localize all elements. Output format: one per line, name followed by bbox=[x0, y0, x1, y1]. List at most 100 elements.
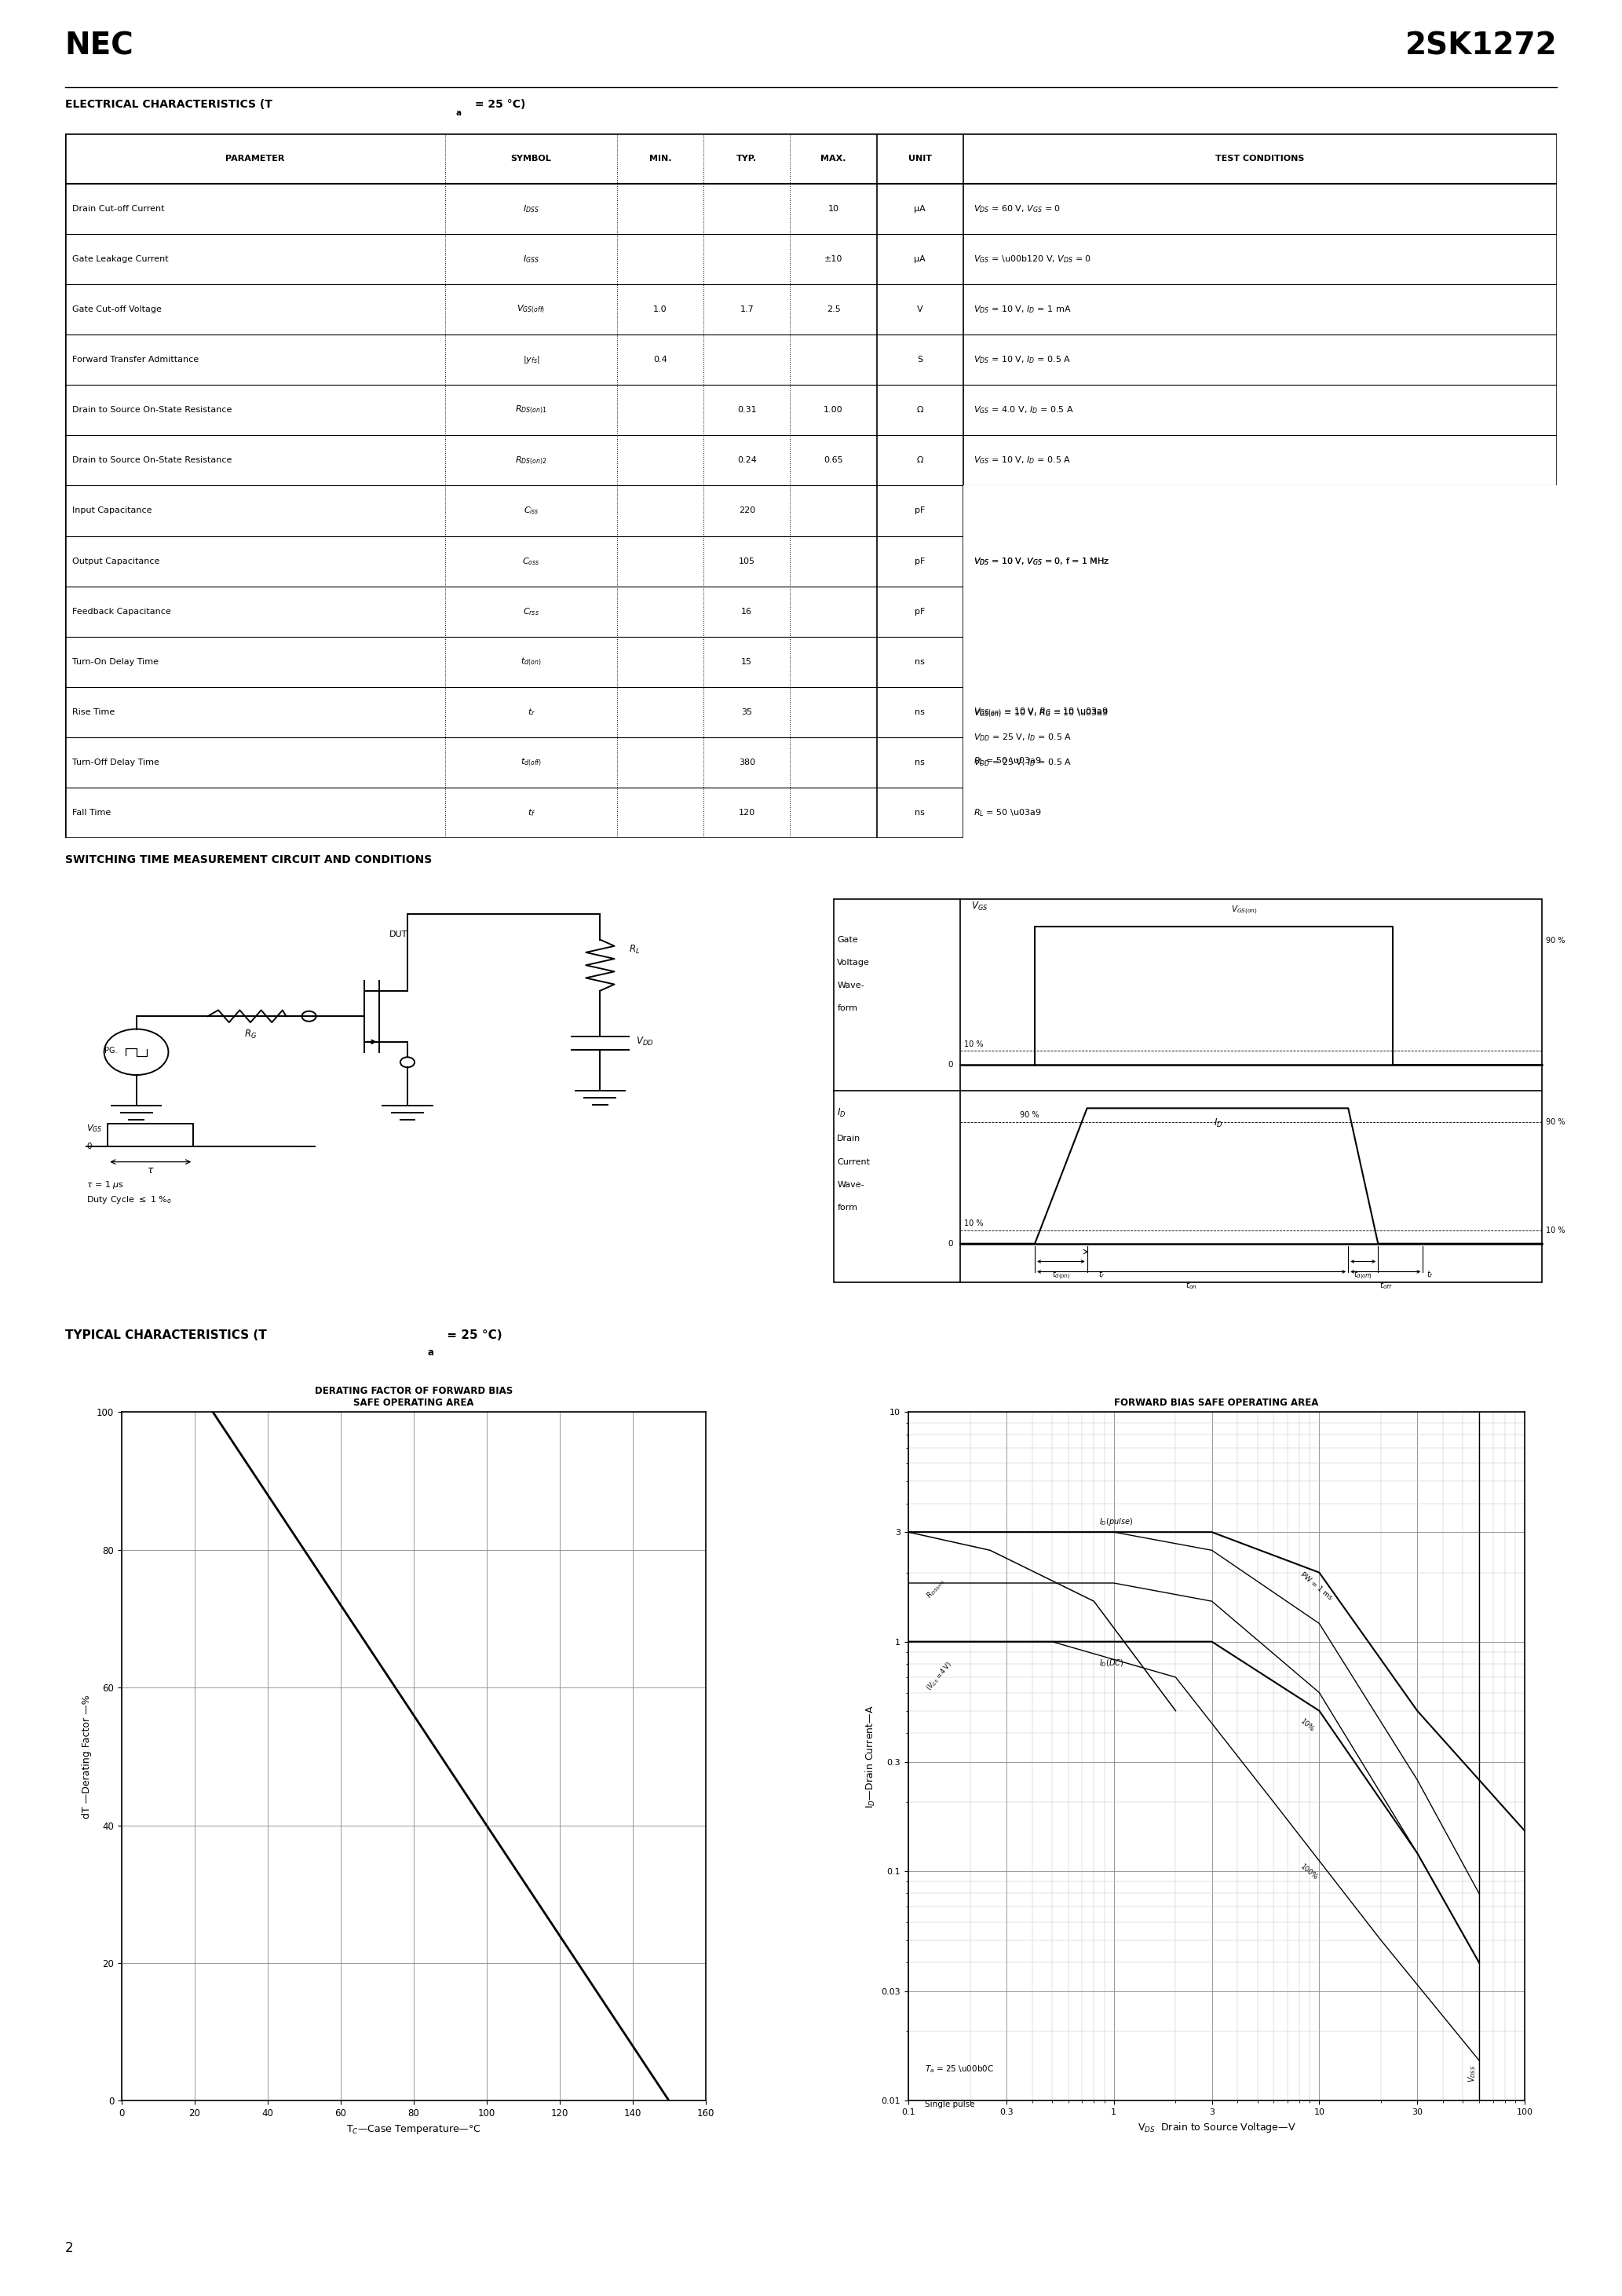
Text: $t_{d(on)}$: $t_{d(on)}$ bbox=[1051, 1270, 1071, 1281]
Text: = 25 °C): = 25 °C) bbox=[443, 1329, 501, 1341]
Text: 90 %: 90 % bbox=[1546, 1118, 1565, 1125]
Text: PARAMETER: PARAMETER bbox=[225, 154, 285, 163]
Text: $t_{off}$: $t_{off}$ bbox=[1379, 1281, 1392, 1290]
Text: $V_{GS(on)}$ = 10 V, $R_G$ = 10 \u03a9: $V_{GS(on)}$ = 10 V, $R_G$ = 10 \u03a9 bbox=[973, 707, 1108, 719]
Text: 120: 120 bbox=[738, 808, 756, 817]
Text: 1.7: 1.7 bbox=[740, 305, 754, 312]
Text: a: a bbox=[456, 110, 461, 117]
Text: μA: μA bbox=[915, 204, 926, 214]
Text: $t_f$: $t_f$ bbox=[1427, 1270, 1434, 1279]
Text: Fall Time: Fall Time bbox=[73, 808, 110, 817]
Text: Drain: Drain bbox=[837, 1134, 861, 1143]
Text: $\tau$: $\tau$ bbox=[146, 1166, 154, 1176]
Text: 90 %: 90 % bbox=[1020, 1111, 1040, 1118]
Text: 0: 0 bbox=[947, 1061, 952, 1068]
Text: Voltage: Voltage bbox=[837, 960, 869, 967]
Text: ns: ns bbox=[915, 659, 925, 666]
Text: pF: pF bbox=[915, 507, 925, 514]
Text: Turn-Off Delay Time: Turn-Off Delay Time bbox=[73, 758, 159, 767]
Text: $I_D(pulse)$: $I_D(pulse)$ bbox=[1100, 1515, 1134, 1527]
Text: Current: Current bbox=[837, 1157, 869, 1166]
Text: $V_{DS}$ = 60 V, $V_{GS}$ = 0: $V_{DS}$ = 60 V, $V_{GS}$ = 0 bbox=[973, 204, 1061, 214]
Text: 10 %: 10 % bbox=[1546, 1226, 1565, 1233]
Text: 0: 0 bbox=[947, 1240, 952, 1247]
Text: $t_{d(on)}$: $t_{d(on)}$ bbox=[521, 657, 542, 668]
Text: $V_{DS}$ = 10 V, $I_D$ = 1 mA: $V_{DS}$ = 10 V, $I_D$ = 1 mA bbox=[973, 303, 1072, 315]
Text: pF: pF bbox=[915, 558, 925, 565]
Text: Output Capacitance: Output Capacitance bbox=[73, 558, 161, 565]
Text: = 25 °C): = 25 °C) bbox=[470, 99, 526, 110]
Text: $(V_{GS}=4\,\mathrm{V})$: $(V_{GS}=4\,\mathrm{V})$ bbox=[925, 1660, 955, 1692]
Text: form: form bbox=[837, 1006, 858, 1013]
Text: $R_{DS(on)}$: $R_{DS(on)}$ bbox=[925, 1577, 947, 1600]
Text: $\tau$ = 1 $\mu$s: $\tau$ = 1 $\mu$s bbox=[86, 1180, 123, 1189]
Text: 10 %: 10 % bbox=[963, 1040, 983, 1049]
Text: $T_a$ = 25 \u00b0C: $T_a$ = 25 \u00b0C bbox=[925, 2064, 994, 2076]
Text: TYP.: TYP. bbox=[736, 154, 757, 163]
Text: 0.24: 0.24 bbox=[736, 457, 756, 464]
Text: 16: 16 bbox=[741, 608, 753, 615]
Text: Gate Leakage Current: Gate Leakage Current bbox=[73, 255, 169, 264]
Text: ns: ns bbox=[915, 707, 925, 716]
Text: Duty Cycle $\leq$ 1 %$_o$: Duty Cycle $\leq$ 1 %$_o$ bbox=[86, 1194, 172, 1205]
Y-axis label: dT —Derating Factor —%: dT —Derating Factor —% bbox=[83, 1694, 92, 1818]
Text: $V_{DSS}$: $V_{DSS}$ bbox=[1466, 2064, 1478, 2082]
Text: $V_{GS(on)}$ = 10 V, $R_G$ = 10 \u03a9: $V_{GS(on)}$ = 10 V, $R_G$ = 10 \u03a9 bbox=[973, 707, 1108, 719]
Bar bbox=[963, 636, 1557, 838]
X-axis label: V$_{DS}$  Drain to Source Voltage—V: V$_{DS}$ Drain to Source Voltage—V bbox=[1137, 2122, 1296, 2133]
Text: $t_r$: $t_r$ bbox=[1098, 1270, 1105, 1279]
Text: ELECTRICAL CHARACTERISTICS (T: ELECTRICAL CHARACTERISTICS (T bbox=[65, 99, 272, 110]
Text: $V_{DS}$ = 10 V, $V_{GS}$ = 0, f = 1 MHz: $V_{DS}$ = 10 V, $V_{GS}$ = 0, f = 1 MHz bbox=[973, 556, 1109, 567]
Text: Wave-: Wave- bbox=[837, 1180, 865, 1189]
Text: $V_{GS}$: $V_{GS}$ bbox=[86, 1123, 102, 1134]
Text: Drain Cut-off Current: Drain Cut-off Current bbox=[73, 204, 164, 214]
Text: 10 %: 10 % bbox=[963, 1219, 983, 1228]
Y-axis label: I$_D$—Drain Current—A: I$_D$—Drain Current—A bbox=[865, 1704, 878, 1809]
Text: $|y_{fs}|$: $|y_{fs}|$ bbox=[522, 354, 540, 365]
Text: $V_{GS(off)}$: $V_{GS(off)}$ bbox=[517, 303, 545, 315]
Title: FORWARD BIAS SAFE OPERATING AREA: FORWARD BIAS SAFE OPERATING AREA bbox=[1114, 1398, 1319, 1407]
Text: ns: ns bbox=[915, 808, 925, 817]
Text: 105: 105 bbox=[738, 558, 756, 565]
Text: 380: 380 bbox=[738, 758, 756, 767]
Text: $V_{GS}$ = \u00b120 V, $V_{DS}$ = 0: $V_{GS}$ = \u00b120 V, $V_{DS}$ = 0 bbox=[973, 253, 1092, 264]
Text: PW = 1 ms: PW = 1 ms bbox=[1299, 1570, 1333, 1600]
Text: $V_{DD}$ = 25 V, $I_D$ = 0.5 A: $V_{DD}$ = 25 V, $I_D$ = 0.5 A bbox=[973, 732, 1072, 744]
Text: Drain to Source On-State Resistance: Drain to Source On-State Resistance bbox=[73, 457, 232, 464]
Text: Wave-: Wave- bbox=[837, 983, 865, 990]
Text: Forward Transfer Admittance: Forward Transfer Admittance bbox=[73, 356, 200, 363]
Text: 90 %: 90 % bbox=[1546, 937, 1565, 944]
Text: Feedback Capacitance: Feedback Capacitance bbox=[73, 608, 170, 615]
Text: ns: ns bbox=[915, 758, 925, 767]
Text: TEST CONDITIONS: TEST CONDITIONS bbox=[1215, 154, 1304, 163]
Text: 2.5: 2.5 bbox=[827, 305, 840, 312]
Text: pF: pF bbox=[915, 608, 925, 615]
Text: S: S bbox=[916, 356, 923, 363]
Text: 0.31: 0.31 bbox=[736, 406, 756, 413]
Text: $I_{DSS}$: $I_{DSS}$ bbox=[522, 204, 540, 214]
Text: $R_{DS(on)1}$: $R_{DS(on)1}$ bbox=[516, 404, 547, 416]
Text: $R_L$ = 50 \u03a9: $R_L$ = 50 \u03a9 bbox=[973, 808, 1041, 817]
Text: Input Capacitance: Input Capacitance bbox=[73, 507, 152, 514]
Text: $V_{GS}$: $V_{GS}$ bbox=[972, 900, 988, 912]
Text: 2SK1272: 2SK1272 bbox=[1405, 32, 1557, 60]
Text: UNIT: UNIT bbox=[908, 154, 931, 163]
Text: $t_f$: $t_f$ bbox=[527, 808, 535, 817]
Text: $V_{DS}$ = 10 V, $V_{GS}$ = 0, f = 1 MHz: $V_{DS}$ = 10 V, $V_{GS}$ = 0, f = 1 MHz bbox=[973, 556, 1109, 567]
Text: PG.: PG. bbox=[104, 1047, 117, 1054]
Text: Rise Time: Rise Time bbox=[73, 707, 115, 716]
Text: 2: 2 bbox=[65, 2241, 73, 2255]
Text: $I_D$: $I_D$ bbox=[1213, 1118, 1223, 1130]
Text: 0: 0 bbox=[86, 1143, 91, 1150]
Text: 100%: 100% bbox=[1299, 1864, 1319, 1883]
Text: SYMBOL: SYMBOL bbox=[511, 154, 551, 163]
Text: 35: 35 bbox=[741, 707, 753, 716]
Text: $I_D(DC)$: $I_D(DC)$ bbox=[1100, 1658, 1124, 1669]
Text: $R_L$: $R_L$ bbox=[629, 944, 641, 955]
Text: ±10: ±10 bbox=[824, 255, 842, 264]
Text: NEC: NEC bbox=[65, 32, 133, 60]
Text: 220: 220 bbox=[738, 507, 756, 514]
Text: $t_r$: $t_r$ bbox=[527, 707, 535, 719]
Text: form: form bbox=[837, 1203, 858, 1212]
Text: $t_{d(off)}$: $t_{d(off)}$ bbox=[521, 758, 542, 769]
